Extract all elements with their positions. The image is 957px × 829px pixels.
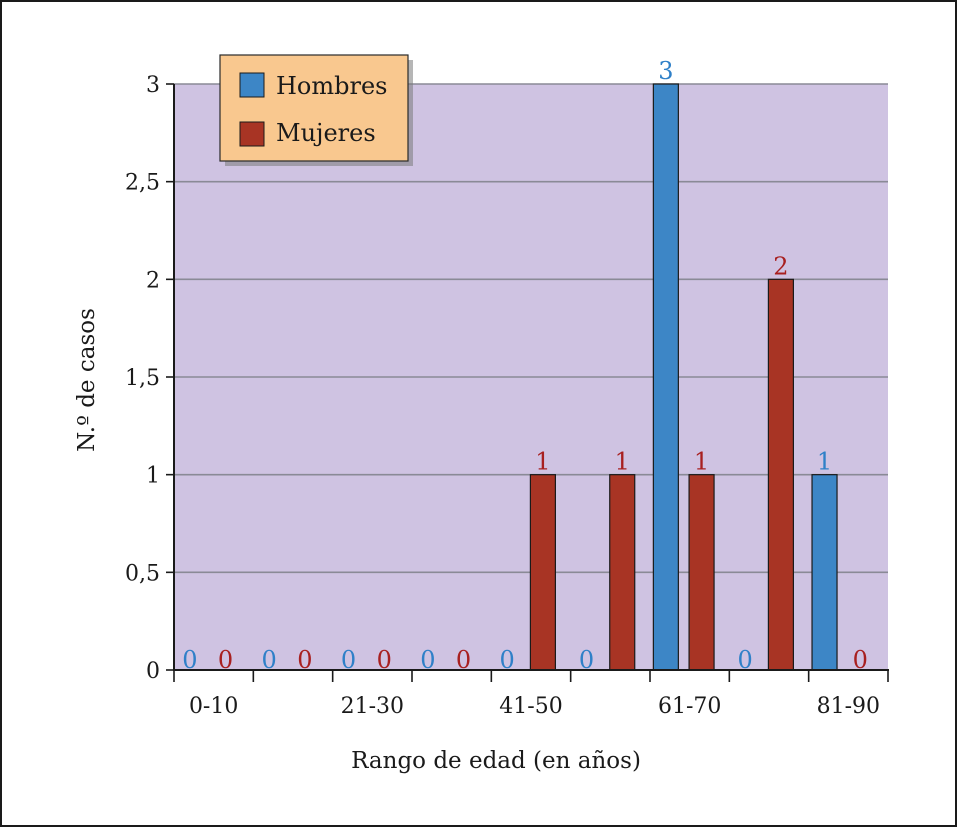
data-label-mujeres: 0: [297, 646, 312, 674]
legend-swatch-mujeres: [239, 121, 265, 147]
x-tick-label: 0-10: [189, 694, 238, 719]
y-tick-label: 1: [146, 464, 160, 489]
y-tick-label: 0,5: [125, 561, 160, 586]
bar-mujeres: [529, 474, 557, 671]
data-label-hombres: 0: [579, 646, 594, 674]
data-label-mujeres: 1: [694, 448, 709, 476]
y-tick-label: 2: [146, 268, 160, 293]
data-label-hombres: 0: [420, 646, 435, 674]
data-label-hombres: 1: [817, 448, 832, 476]
legend-label-hombres: Hombres: [276, 72, 388, 100]
legend: Hombres Mujeres: [219, 54, 413, 166]
data-label-hombres: 0: [341, 646, 356, 674]
data-label-mujeres: 0: [218, 646, 233, 674]
bar-hombres: [652, 83, 679, 671]
y-tick-label: 0: [146, 659, 160, 684]
y-axis-label: N.º de casos: [74, 308, 100, 452]
y-tick-label: 3: [146, 73, 160, 98]
bar-mujeres: [767, 278, 795, 671]
bar-hombres: [811, 474, 838, 671]
legend-label-mujeres: Mujeres: [276, 119, 376, 147]
data-label-hombres: 0: [500, 646, 515, 674]
data-label-hombres: 0: [738, 646, 753, 674]
x-tick-label: 61-70: [658, 694, 721, 719]
x-tick-label: 41-50: [499, 694, 562, 719]
data-label-mujeres: 0: [456, 646, 471, 674]
bar-mujeres: [609, 474, 636, 671]
bar-mujeres: [688, 474, 715, 671]
x-axis-label: Rango de edad (en años): [351, 748, 641, 774]
data-label-mujeres: 0: [853, 646, 868, 674]
data-label-hombres: 3: [658, 57, 673, 85]
y-tick-label: 2,5: [125, 171, 160, 196]
data-label-mujeres: 0: [377, 646, 392, 674]
data-label-mujeres: 1: [535, 448, 550, 476]
data-label-mujeres: 2: [773, 252, 788, 280]
data-label-mujeres: 1: [615, 448, 630, 476]
y-tick-label: 1,5: [125, 366, 160, 391]
legend-swatch-hombres: [239, 72, 265, 98]
data-label-hombres: 0: [182, 646, 197, 674]
x-tick-label: 21-30: [341, 694, 404, 719]
x-tick-label: 81-90: [817, 694, 880, 719]
data-label-hombres: 0: [262, 646, 277, 674]
